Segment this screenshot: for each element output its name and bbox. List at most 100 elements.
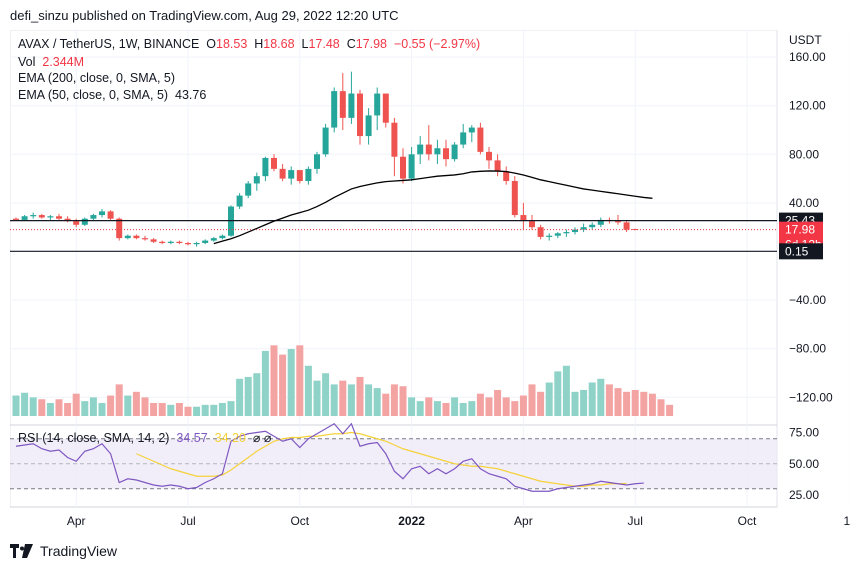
volume-bar: [580, 389, 588, 416]
candle-body: [30, 215, 37, 217]
candle-body: [150, 239, 157, 242]
candle-body: [271, 157, 277, 169]
candle-body: [417, 144, 424, 155]
time-tick-label: 12: [844, 514, 850, 528]
candle-body: [56, 216, 62, 219]
candle-body: [451, 144, 458, 160]
candle-body: [116, 218, 123, 239]
tradingview-logo-icon: [10, 544, 34, 558]
volume-bar: [442, 402, 450, 416]
volume-bar: [141, 397, 149, 416]
candle-body: [486, 151, 492, 161]
rsi-line: [15, 422, 644, 492]
volume-bar: [562, 365, 570, 416]
candle-body: [90, 215, 97, 219]
candles: [13, 71, 639, 247]
volume-bar: [210, 404, 218, 416]
volume-bar: [296, 345, 304, 416]
candle-body: [468, 127, 475, 133]
volume-bar: [416, 401, 424, 416]
candle-body: [572, 229, 578, 233]
legend-open: 18.53: [216, 37, 248, 51]
candle-body: [64, 218, 71, 222]
volume-bar: [365, 384, 373, 416]
price-tick-label: −40.00: [789, 293, 826, 307]
price-unit-label: USDT: [789, 33, 822, 47]
legend-change: −0.55 (−2.97%): [393, 37, 481, 51]
candle-body: [357, 93, 363, 137]
volume-bar: [588, 382, 596, 416]
ema50-line: [213, 170, 653, 245]
candle-body: [623, 222, 630, 230]
candle-body: [537, 227, 544, 237]
price-tick-label: −120.00: [789, 390, 833, 404]
axes: 160.00 120.00 80.00 40.00 −40.00 −80.00 −120.0…: [67, 33, 857, 528]
volume-bar: [476, 393, 484, 416]
candle-body: [331, 91, 338, 128]
eye-off-icon[interactable]: ⌀: [252, 431, 261, 445]
candle-body: [443, 148, 449, 160]
volume-bar: [279, 354, 287, 416]
candle-body: [167, 241, 174, 243]
legend-rsi-value: 34.57: [176, 431, 208, 445]
volume-bar: [494, 389, 502, 416]
time-tick-label: Jul: [628, 514, 643, 528]
volume-bar: [201, 404, 209, 416]
indicator-lines: [10, 170, 777, 492]
volume-bar: [12, 395, 20, 416]
volume-bar: [390, 384, 398, 416]
volume-bar: [425, 397, 433, 416]
candle-body: [13, 218, 19, 220]
candle-body: [296, 170, 303, 182]
candle-body: [511, 181, 518, 216]
volume-bar: [605, 384, 613, 416]
volume-bar: [115, 384, 123, 416]
legend-h-label: H: [254, 37, 264, 51]
candle-body: [21, 216, 28, 220]
time-tick-label: 2022: [398, 514, 425, 528]
candle-body: [563, 232, 570, 234]
legend-c-label: C: [346, 37, 356, 51]
volume-bar: [175, 402, 183, 416]
volume-bar: [648, 393, 656, 416]
candle-body: [142, 238, 148, 240]
volume-bar: [21, 392, 29, 416]
candle-body: [382, 93, 389, 123]
volume-bar: [330, 384, 338, 416]
candle-body: [107, 211, 114, 219]
volume-bar: [571, 391, 579, 416]
volume-bar: [485, 397, 493, 416]
candle-body: [580, 227, 587, 230]
candle-body: [47, 216, 54, 218]
candle-body: [279, 168, 286, 179]
legend-symbol: AVAX / TetherUS, 1W, BINANCE: [18, 37, 200, 51]
candle-body: [477, 127, 484, 152]
candle-body: [400, 156, 406, 179]
volume-bar: [382, 393, 390, 416]
volume-bar: [287, 349, 295, 416]
candle-body: [133, 235, 140, 239]
footer-brand-text: TradingView: [40, 543, 118, 559]
legend-high: 18.68: [263, 37, 295, 51]
volume-bar: [459, 402, 467, 416]
candle-body: [615, 221, 621, 223]
legend-ema200-label: EMA (200, close, 0, SMA, 5): [18, 71, 176, 85]
rsi-band: [10, 438, 777, 490]
volume-bar: [408, 397, 416, 416]
time-tick-label: Apr: [514, 514, 533, 528]
candle-body: [81, 218, 88, 225]
candlestick-chart[interactable]: 160.00 120.00 80.00 40.00 −40.00 −80.00 −120.0…: [9, 29, 857, 537]
volume-bar: [304, 365, 312, 416]
candle-body: [124, 235, 131, 239]
candle-body: [632, 228, 639, 230]
publisher-line: defi_sinzu published on TradingView.com,…: [10, 8, 399, 23]
volume-bar: [433, 401, 441, 416]
eye-off-icon-2[interactable]: ⌀: [263, 431, 272, 445]
volume-bar: [227, 401, 235, 416]
candle-body: [365, 115, 372, 137]
volume-bar: [64, 402, 72, 416]
volume-bar: [244, 376, 252, 416]
candle-body: [520, 215, 527, 222]
price-label-bg: [779, 221, 823, 238]
candle-body: [339, 91, 346, 118]
